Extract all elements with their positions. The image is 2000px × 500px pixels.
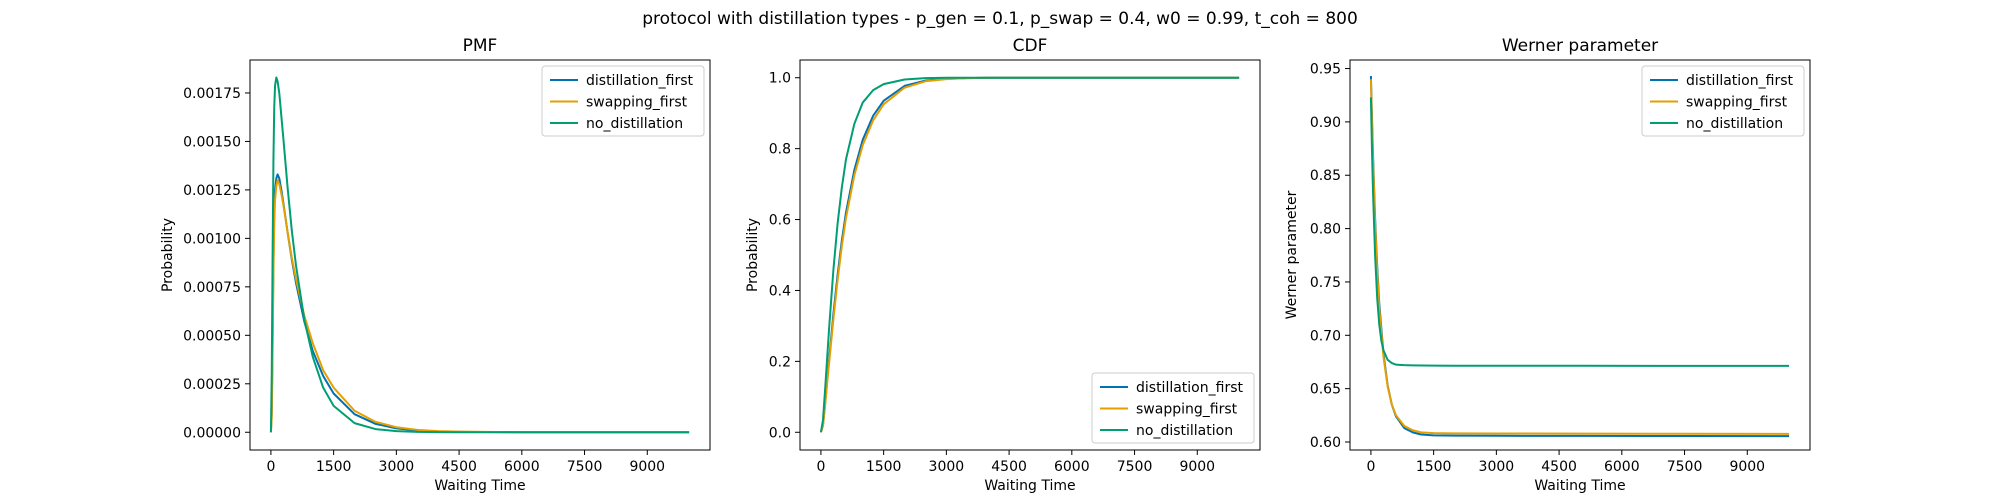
cdf-legend: distillation_first swapping_first no_disti… — [1091, 372, 1255, 444]
x-tick-label: 6000 — [1054, 459, 1090, 475]
cdf-axes-frame — [799, 59, 1261, 451]
y-tick-label: 0.70 — [1310, 328, 1341, 344]
x-tick-label: 6000 — [1604, 459, 1640, 475]
x-tick-label: 9000 — [1179, 459, 1215, 475]
y-tick-label: 0.80 — [1310, 222, 1341, 238]
x-tick-label: 3000 — [379, 459, 415, 475]
x-tick-label: 1500 — [1416, 459, 1452, 475]
y-tick-label: 0.00125 — [183, 183, 241, 199]
pmf-legend: distillation_first swapping_first no_disti… — [541, 65, 705, 137]
y-tick-label: 0.00000 — [183, 425, 241, 441]
y-tick-label: 0.85 — [1310, 168, 1341, 184]
y-tick-label: 0.00100 — [183, 231, 241, 247]
y-tick-label: 0.60 — [1310, 435, 1341, 451]
pmf-line-swapping-first — [269, 179, 690, 434]
x-tick-label: 4500 — [1541, 459, 1577, 475]
x-tick-label: 1500 — [866, 459, 902, 475]
y-tick-label: 0.95 — [1310, 62, 1341, 78]
y-tick-label: 0.90 — [1310, 115, 1341, 131]
y-tick-label: 0.6 — [769, 213, 791, 229]
figure-title: protocol with distillation types - p_gen… — [642, 9, 1358, 29]
cdf-y-axis-label: Probability — [745, 218, 761, 292]
x-tick-label: 6000 — [504, 459, 540, 475]
x-tick-label: 4500 — [991, 459, 1027, 475]
legend-box — [541, 65, 705, 137]
y-tick-label: 0.00175 — [183, 86, 241, 102]
pmf-x-axis-label: Waiting Time — [434, 478, 525, 494]
y-tick-label: 0.00050 — [183, 328, 241, 344]
legend-entry: distillation_first — [586, 73, 693, 89]
legend-entry: swapping_first — [1686, 95, 1788, 111]
legend-box — [1641, 65, 1805, 137]
x-tick-label: 7500 — [1117, 459, 1153, 475]
pmf-line-no-distillation — [269, 76, 690, 434]
pmf-axes-frame — [249, 59, 711, 451]
y-tick-label: 0.75 — [1310, 275, 1341, 291]
y-tick-label: 1.0 — [769, 71, 791, 87]
cdf-line-no-distillation — [819, 76, 1240, 433]
cdf-subplot: CDF 0 1500 3000 4500 6000 7500 9000 0.0 0.2 0.4 0.6… — [745, 36, 1261, 494]
werner-line-swapping-first — [1369, 79, 1790, 435]
legend-entry: no_distillation — [1686, 116, 1783, 132]
y-tick-label: 0.8 — [769, 142, 791, 158]
legend-entry: distillation_first — [1686, 73, 1793, 89]
x-tick-label: 0 — [266, 459, 275, 475]
legend-box — [1091, 372, 1255, 444]
cdf-subplot-title: CDF — [1013, 36, 1048, 56]
legend-entry: swapping_first — [586, 95, 688, 111]
pmf-subplot: PMF 0 1500 3000 4500 6000 7500 9000 0.00000 0.000… — [160, 36, 711, 494]
pmf-subplot-title: PMF — [463, 36, 498, 56]
y-tick-label: 0.4 — [769, 283, 791, 299]
y-tick-label: 0.2 — [769, 354, 791, 370]
y-tick-label: 0.00150 — [183, 134, 241, 150]
werner-line-no-distillation — [1369, 97, 1790, 367]
x-tick-label: 3000 — [929, 459, 965, 475]
y-tick-label: 0.65 — [1310, 382, 1341, 398]
pmf-line-distillation-first — [269, 173, 690, 434]
y-tick-label: 0.00025 — [183, 377, 241, 393]
x-tick-label: 1500 — [316, 459, 352, 475]
legend-entry: no_distillation — [1136, 423, 1233, 439]
pmf-y-axis-label: Probability — [160, 218, 176, 292]
x-tick-label: 9000 — [629, 459, 665, 475]
y-tick-label: 0.0 — [769, 425, 791, 441]
legend-entry: swapping_first — [1136, 402, 1238, 418]
werner-subplot-title: Werner parameter — [1502, 36, 1658, 56]
x-tick-label: 3000 — [1479, 459, 1515, 475]
x-tick-label: 4500 — [441, 459, 477, 475]
legend-entry: no_distillation — [586, 116, 683, 132]
legend-entry: distillation_first — [1136, 380, 1243, 396]
x-tick-label: 0 — [816, 459, 825, 475]
werner-legend: distillation_first swapping_first no_disti… — [1641, 65, 1805, 137]
x-tick-label: 0 — [1366, 459, 1375, 475]
werner-axes-frame — [1349, 59, 1811, 451]
werner-y-axis-label: Werner parameter — [1284, 190, 1300, 319]
werner-subplot: Werner parameter 0 1500 3000 4500 6000 7500 900… — [1284, 36, 1811, 494]
cdf-x-axis-label: Waiting Time — [984, 478, 1075, 494]
werner-x-axis-label: Waiting Time — [1534, 478, 1625, 494]
x-tick-label: 9000 — [1729, 459, 1765, 475]
y-tick-label: 0.00075 — [183, 280, 241, 296]
x-tick-label: 7500 — [567, 459, 603, 475]
x-tick-label: 7500 — [1667, 459, 1703, 475]
